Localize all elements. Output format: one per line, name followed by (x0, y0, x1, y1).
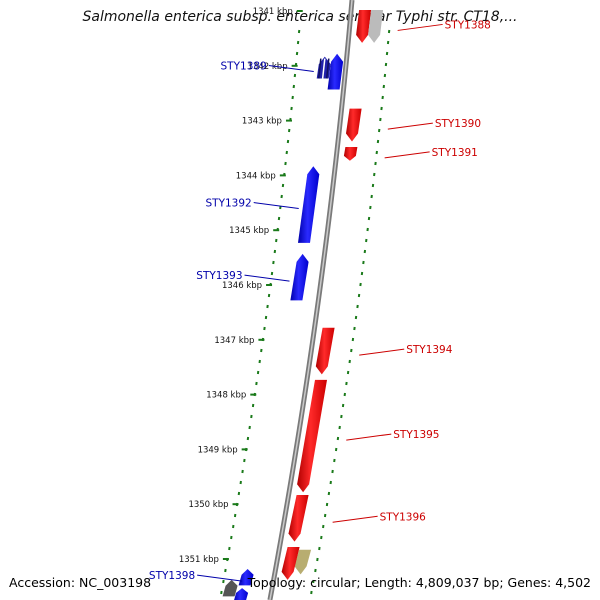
gene-label-sty1393[interactable]: STY1393 (196, 270, 242, 282)
backbone-group (267, 0, 355, 600)
gene-stripe (325, 58, 330, 79)
kbp-tick-label: 1351 kbp (179, 555, 219, 565)
topology-label: Topology: circular; Length: 4,809,037 bp… (247, 575, 591, 590)
gene-label-sty1391[interactable]: STY1391 (432, 147, 478, 159)
gene-leader-line (197, 574, 243, 582)
tick-rail-group (220, 29, 391, 595)
gene-label-sty1392[interactable]: STY1392 (206, 198, 252, 210)
gene-arrow-g1389b[interactable] (327, 53, 344, 90)
gene-leader-line (397, 23, 443, 31)
gene-leader-line (387, 122, 433, 130)
kbp-tick-label: 1341 kbp (253, 7, 293, 17)
gene-arrow-sty1395[interactable] (297, 379, 327, 493)
gene-arrow-sty1391[interactable] (343, 147, 358, 161)
kbp-tick-label: 1343 kbp (242, 117, 282, 127)
gene-label-sty1389[interactable]: STY1389 (221, 61, 267, 73)
gene-arrow-ggrey[interactable] (368, 10, 384, 43)
gene-leader-line (268, 65, 314, 73)
genes-group (222, 10, 384, 600)
gene-label-sty1388[interactable]: STY1388 (445, 19, 491, 31)
kbp-tick-label: 1348 kbp (206, 391, 246, 401)
gene-label-sty1390[interactable]: STY1390 (435, 118, 481, 130)
gene-arrow-gred2[interactable] (281, 547, 300, 580)
gene-arrow-sty1398[interactable] (238, 569, 254, 586)
backbone-line (267, 0, 355, 600)
gene-leader-line (253, 202, 299, 210)
gene-stripe (317, 58, 322, 79)
gene-arrow-sty1390[interactable] (346, 108, 362, 142)
gene-label-sty1395[interactable]: STY1395 (393, 429, 439, 441)
gene-arrow-sty1396[interactable] (288, 495, 309, 542)
gene-arrow-golive[interactable] (294, 549, 312, 575)
gene-arrow-sty1392[interactable] (298, 166, 320, 243)
kbp-tick-label: 1350 kbp (188, 500, 228, 510)
gene-leader-line (332, 515, 378, 523)
gene-arrow-gblue3[interactable] (234, 588, 249, 600)
gene-label-sty1398[interactable]: STY1398 (149, 570, 195, 582)
gene-label-sty1396[interactable]: STY1396 (380, 511, 427, 523)
kbp-tick-label: 1342 kbp (248, 62, 288, 72)
gene-stripe (321, 58, 326, 79)
kbp-tick-label: 1344 kbp (236, 171, 276, 181)
gene-arrow-sty1393[interactable] (290, 253, 309, 301)
gene-leader-line (384, 151, 430, 159)
kbp-tick-label: 1346 kbp (222, 281, 262, 291)
kbp-tick-label: 1349 kbp (198, 445, 238, 455)
kbp-tick-label: 1345 kbp (229, 226, 269, 236)
kbp-tick-label: 1347 kbp (214, 336, 254, 346)
gene-arrow-ggrey2[interactable] (222, 579, 238, 597)
accession-label: Accession: NC_003198 (9, 575, 152, 590)
gene-label-sty1394[interactable]: STY1394 (406, 344, 453, 356)
gene-arrow-sty1388[interactable] (356, 10, 372, 43)
gene-leader-line (244, 274, 290, 282)
backbone-highlight (269, 0, 353, 600)
labels-group: 1341 kbp 1342 kbp 1343 kbp 1344 kbp 1345 kbp… (149, 7, 491, 582)
map-title: Salmonella enterica subsp. enterica sero… (82, 9, 518, 25)
gene-arrow-sty1394[interactable] (315, 327, 335, 375)
gene-leader-line (346, 433, 392, 441)
gene-leader-line (359, 348, 405, 356)
